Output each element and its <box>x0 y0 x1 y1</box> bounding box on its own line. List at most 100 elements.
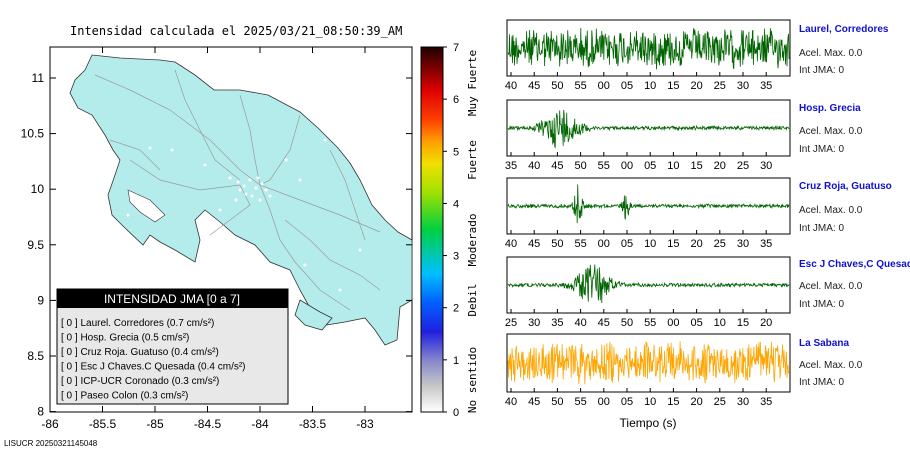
seismogram-tick-label: 05 <box>644 160 656 172</box>
seismogram-tick-label: 35 <box>551 317 563 329</box>
seismogram-tick-label: 10 <box>714 317 726 329</box>
city-dot <box>254 186 258 190</box>
seismogram-panel: 40 45 50 55 00 05 10 15 20 25 30 35 <box>505 333 791 408</box>
city-dot <box>298 178 302 182</box>
seismogram-tick-label: 30 <box>737 396 749 408</box>
city-dot <box>228 176 232 180</box>
seismogram-tick-label: 25 <box>737 160 749 172</box>
seismogram-tick-label: 45 <box>598 317 610 329</box>
colorbar-category-label: Moderado <box>466 214 479 267</box>
city-dot <box>126 213 130 217</box>
map-y-tick-label: 9.5 <box>27 238 44 252</box>
legend-header-bg <box>57 289 288 308</box>
city-dot <box>236 180 240 184</box>
station-name-sabana: La Sabana <box>799 338 850 349</box>
seismogram-tick-label: 15 <box>690 160 702 172</box>
colorbar-category-label: Muy Fuerte <box>466 50 479 116</box>
seismogram-tick-label: 05 <box>621 396 633 408</box>
map-y-tick-label: 11 <box>32 71 45 85</box>
colorbar-tick-label: 6 <box>453 94 459 106</box>
road-line <box>129 159 241 191</box>
seismogram-tick-label: 00 <box>621 160 633 172</box>
colorbar-tick-label: 1 <box>453 355 459 367</box>
station-int-grecia: Int JMA: 0 <box>799 144 845 155</box>
seismogram-tick-label: 30 <box>760 160 772 172</box>
map-panel: -86 -85.5 -85 -84.5 -84 -83.5 -83 11 10.5 10 9.5 9 8… <box>21 46 413 431</box>
city-dot <box>260 182 264 186</box>
city-dot <box>358 248 362 252</box>
seismogram-tick-label: 55 <box>644 317 656 329</box>
intensity-colorbar: 7 6 5 4 3 2 1 0 Muy Fuerte Fuerte Moderado Debil No … <box>420 42 479 419</box>
seismogram-tick-label: 00 <box>598 80 610 92</box>
city-dot <box>148 146 152 150</box>
colorbar-tick-label: 4 <box>453 198 459 210</box>
nicoya-gulf <box>127 189 166 223</box>
map-title: Intensidad calculada el 2025/03/21_08:50… <box>70 24 403 38</box>
seismogram-tick-label: 10 <box>644 238 656 250</box>
colorbar-gradient <box>420 46 444 413</box>
city-dot <box>258 198 262 202</box>
station-name-quesada: Esc J Chaves,C Quesada <box>799 259 910 270</box>
seismogram-tick-label: 30 <box>737 80 749 92</box>
seismogram-tick-label: 50 <box>621 317 633 329</box>
footer-id: LISUCR 20250321145048 <box>4 439 98 448</box>
city-dot <box>238 188 242 192</box>
colorbar-category-label: Fuerte <box>466 140 479 180</box>
map-x-tick-label: -83 <box>356 417 374 431</box>
map-x-tick-label: -85 <box>146 417 164 431</box>
map-x-tick-label: -84 <box>251 417 269 431</box>
legend-box <box>56 288 289 405</box>
seismogram-tick-label: 45 <box>528 80 540 92</box>
seismogram-panel: 25 30 35 40 45 50 55 00 05 10 15 20 <box>505 256 791 329</box>
seismogram-trace <box>507 264 790 304</box>
seismogram-tick-label: 40 <box>505 396 517 408</box>
station-accel-sabana: Acel. Max. 0.0 <box>799 360 863 371</box>
seismogram-tick-label: 20 <box>690 80 702 92</box>
seismogram-trace <box>507 340 790 385</box>
legend-item: [ 0 ] Esc J Chaves.C Quesada (0.4 cm/s²) <box>61 362 246 373</box>
seismogram-tick-label: 55 <box>574 396 586 408</box>
city-dot <box>338 288 342 292</box>
road-line <box>329 149 366 241</box>
road-line <box>259 114 301 186</box>
seismogram-tick-label: 35 <box>760 396 772 408</box>
seismogram-tick-label: 55 <box>574 238 586 250</box>
station-accel-laurel: Acel. Max. 0.0 <box>799 48 863 59</box>
map-y-tick-label: 8 <box>37 405 44 419</box>
seismogram-tick-label: 50 <box>551 238 563 250</box>
costa-rica-land <box>69 54 413 346</box>
seismogram-tick-label: 20 <box>690 396 702 408</box>
seismogram-trace <box>507 109 790 149</box>
seismogram-tick-label: 55 <box>574 80 586 92</box>
seismogram-tick-label: 30 <box>737 238 749 250</box>
colorbar-tick-label: 5 <box>453 146 459 158</box>
seismogram-tick-label: 10 <box>667 160 679 172</box>
seismogram-tick-label: 45 <box>551 160 563 172</box>
city-dot <box>244 192 248 196</box>
seismogram-tick-label: 30 <box>528 317 540 329</box>
city-dot <box>203 163 207 167</box>
seismogram-tick-label: 45 <box>528 238 540 250</box>
seismogram-tick-label: 25 <box>714 238 726 250</box>
station-int-quesada: Int JMA: 0 <box>799 299 845 310</box>
city-dot <box>170 148 174 152</box>
seismogram-tick-label: 55 <box>598 160 610 172</box>
colorbar-tick-label: 3 <box>453 251 459 263</box>
seismogram-tick-label: 50 <box>551 80 563 92</box>
legend-item: [ 0 ] Paseo Colon (0.3 cm/s²) <box>61 391 188 402</box>
legend-item: [ 0 ] Cruz Roja. Guatuso (0.4 cm/s²) <box>61 347 219 358</box>
road-line <box>94 74 381 233</box>
map-y-tick-label: 10 <box>31 182 45 196</box>
colorbar-tick-label: 0 <box>453 407 459 419</box>
map-y-tick-label: 10.5 <box>21 127 45 141</box>
seismogram-tick-label: 35 <box>505 160 517 172</box>
seismogram-tick-label: 45 <box>528 396 540 408</box>
road-line <box>239 94 261 186</box>
city-dot <box>234 198 238 202</box>
legend-item: [ 0 ] Hosp. Grecia (0.5 cm/s²) <box>61 333 189 344</box>
seismogram-panel: 40 45 50 55 00 05 10 15 20 25 30 35 <box>505 177 791 250</box>
seismogram-tick-label: 25 <box>714 80 726 92</box>
legend-item: [ 0 ] ICP-UCR Coronado (0.3 cm/s²) <box>61 376 219 387</box>
seismogram-tick-label: 50 <box>574 160 586 172</box>
station-int-guatuso: Int JMA: 0 <box>799 223 845 234</box>
